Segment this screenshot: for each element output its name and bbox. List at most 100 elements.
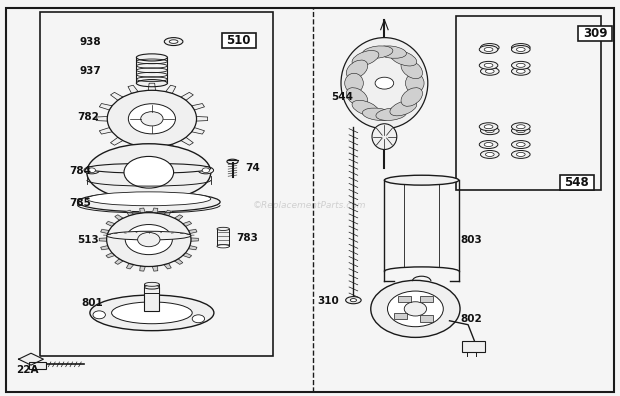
- Polygon shape: [166, 85, 176, 93]
- Ellipse shape: [372, 124, 397, 149]
- Bar: [420, 315, 433, 322]
- Circle shape: [124, 156, 174, 188]
- Ellipse shape: [390, 51, 417, 66]
- Polygon shape: [174, 215, 183, 220]
- Ellipse shape: [347, 88, 368, 106]
- Circle shape: [128, 104, 175, 134]
- Polygon shape: [164, 263, 171, 269]
- Ellipse shape: [512, 127, 530, 135]
- Circle shape: [88, 168, 95, 173]
- Ellipse shape: [341, 38, 428, 129]
- Text: 544: 544: [331, 92, 353, 102]
- Polygon shape: [183, 221, 192, 227]
- Polygon shape: [110, 92, 123, 100]
- Circle shape: [375, 77, 394, 89]
- Text: 802: 802: [460, 314, 482, 324]
- Ellipse shape: [484, 143, 493, 147]
- Ellipse shape: [144, 285, 159, 289]
- Bar: [398, 296, 410, 303]
- Text: 513: 513: [77, 234, 99, 245]
- Ellipse shape: [144, 282, 159, 286]
- Ellipse shape: [362, 46, 393, 58]
- Polygon shape: [188, 229, 197, 234]
- Bar: [40, 12, 273, 356]
- Polygon shape: [106, 221, 115, 227]
- Ellipse shape: [347, 60, 368, 79]
- Polygon shape: [140, 208, 145, 213]
- Circle shape: [141, 112, 163, 126]
- Ellipse shape: [512, 67, 530, 75]
- Polygon shape: [100, 246, 109, 250]
- Text: 74: 74: [246, 163, 260, 173]
- Polygon shape: [148, 83, 156, 90]
- Circle shape: [371, 280, 460, 337]
- Polygon shape: [96, 116, 107, 121]
- Circle shape: [93, 311, 105, 319]
- Polygon shape: [99, 238, 107, 241]
- Polygon shape: [183, 253, 192, 258]
- Ellipse shape: [87, 144, 211, 201]
- Polygon shape: [192, 103, 205, 110]
- Text: 784: 784: [69, 166, 92, 176]
- Ellipse shape: [350, 299, 356, 302]
- Polygon shape: [191, 238, 198, 241]
- Ellipse shape: [78, 192, 220, 212]
- Ellipse shape: [107, 231, 191, 240]
- Ellipse shape: [479, 123, 498, 131]
- Ellipse shape: [198, 167, 213, 174]
- Polygon shape: [181, 137, 193, 145]
- Bar: [222, 33, 255, 48]
- Ellipse shape: [485, 46, 494, 50]
- Text: 548: 548: [564, 177, 589, 189]
- Ellipse shape: [516, 129, 525, 133]
- Polygon shape: [140, 266, 145, 271]
- Bar: [462, 341, 485, 352]
- Ellipse shape: [516, 152, 525, 156]
- Ellipse shape: [512, 61, 530, 69]
- Text: ©ReplacementParts.com: ©ReplacementParts.com: [253, 202, 367, 210]
- Ellipse shape: [485, 129, 494, 133]
- Ellipse shape: [84, 167, 99, 174]
- Polygon shape: [99, 103, 112, 110]
- Ellipse shape: [516, 125, 525, 129]
- Ellipse shape: [352, 100, 379, 116]
- Ellipse shape: [136, 54, 167, 61]
- Ellipse shape: [401, 60, 422, 79]
- Ellipse shape: [479, 141, 498, 148]
- Bar: [394, 313, 407, 319]
- Ellipse shape: [164, 38, 183, 46]
- Ellipse shape: [384, 175, 459, 185]
- Polygon shape: [128, 144, 138, 152]
- Ellipse shape: [485, 152, 494, 156]
- Ellipse shape: [405, 73, 424, 93]
- Ellipse shape: [87, 163, 211, 173]
- Ellipse shape: [376, 108, 407, 120]
- Text: 782: 782: [77, 112, 99, 122]
- Polygon shape: [188, 246, 197, 250]
- Polygon shape: [164, 210, 171, 216]
- Text: 801: 801: [81, 298, 103, 308]
- Polygon shape: [181, 92, 193, 100]
- Text: 803: 803: [460, 234, 482, 245]
- Ellipse shape: [480, 150, 499, 158]
- Circle shape: [202, 168, 210, 173]
- Polygon shape: [106, 253, 115, 258]
- Circle shape: [125, 225, 172, 255]
- Polygon shape: [126, 210, 134, 216]
- Ellipse shape: [217, 227, 229, 230]
- Ellipse shape: [516, 63, 525, 67]
- Ellipse shape: [512, 141, 530, 148]
- Text: 310: 310: [317, 296, 340, 306]
- Bar: [144, 284, 159, 293]
- Ellipse shape: [227, 159, 238, 164]
- Ellipse shape: [512, 150, 530, 158]
- Polygon shape: [148, 147, 156, 154]
- Polygon shape: [115, 259, 123, 265]
- Ellipse shape: [512, 46, 530, 53]
- Bar: [217, 229, 229, 246]
- Circle shape: [404, 302, 427, 316]
- Ellipse shape: [390, 100, 417, 116]
- Ellipse shape: [352, 51, 379, 66]
- Ellipse shape: [217, 245, 229, 248]
- Bar: [578, 26, 613, 41]
